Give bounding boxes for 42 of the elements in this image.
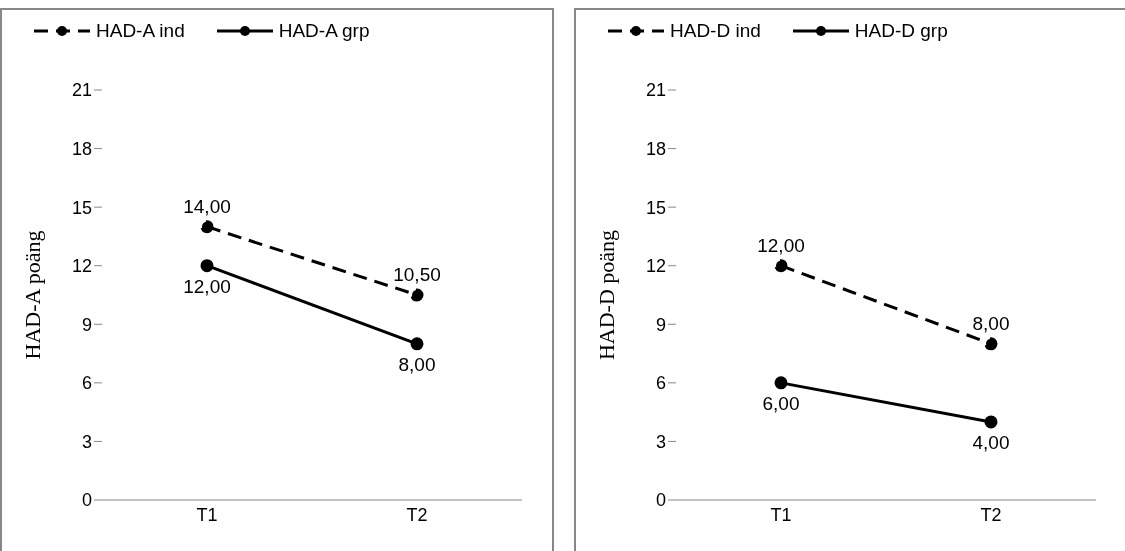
y-tick-label: 6 bbox=[81, 373, 92, 394]
y-tick-label: 21 bbox=[645, 80, 666, 101]
x-tick-label: T1 bbox=[196, 504, 218, 525]
point bbox=[200, 259, 214, 273]
y-tick-label: 9 bbox=[655, 314, 666, 335]
point bbox=[410, 288, 424, 302]
data-label: 10,50 bbox=[393, 264, 441, 285]
y-tick-label: 18 bbox=[71, 138, 92, 159]
y-tick-label: 0 bbox=[81, 490, 92, 511]
y-tick-label: 18 bbox=[645, 138, 666, 159]
point bbox=[410, 337, 424, 351]
y-tick-label: 3 bbox=[81, 431, 92, 452]
y-tick-label: 0 bbox=[655, 490, 666, 511]
x-tick-label: T2 bbox=[980, 504, 1002, 525]
point bbox=[774, 376, 788, 390]
point bbox=[774, 259, 788, 273]
point bbox=[200, 220, 214, 234]
x-tick-label: T2 bbox=[406, 504, 428, 525]
y-tick-label: 15 bbox=[645, 197, 666, 218]
y-tick-label: 15 bbox=[71, 197, 92, 218]
point bbox=[984, 337, 998, 351]
data-label: 8,00 bbox=[972, 312, 1010, 334]
x-tick-label: T1 bbox=[770, 504, 792, 525]
data-label: 12,00 bbox=[183, 276, 231, 298]
legend-label: HAD-A ind bbox=[96, 20, 185, 42]
y-tick-label: 12 bbox=[645, 256, 666, 277]
y-tick-label: 21 bbox=[71, 80, 92, 101]
y-tick-label: 9 bbox=[81, 314, 92, 335]
point bbox=[984, 415, 998, 429]
data-label: 6,00 bbox=[762, 393, 800, 415]
data-label: 4,00 bbox=[972, 432, 1010, 454]
y-tick-label: 6 bbox=[655, 373, 666, 394]
data-label: 12,00 bbox=[757, 234, 805, 256]
y-tick-label: 3 bbox=[655, 431, 666, 452]
legend-label: HAD-D ind bbox=[670, 20, 761, 42]
data-label: 8,00 bbox=[398, 354, 436, 376]
data-label: 14,00 bbox=[183, 195, 231, 217]
y-tick-label: 12 bbox=[71, 256, 92, 277]
legend-label: HAD-A grp bbox=[278, 20, 370, 42]
y-axis-title: HAD-D poäng bbox=[593, 229, 619, 361]
y-axis-title: HAD-A poäng bbox=[19, 230, 45, 360]
legend-label: HAD-D grp bbox=[854, 20, 948, 42]
